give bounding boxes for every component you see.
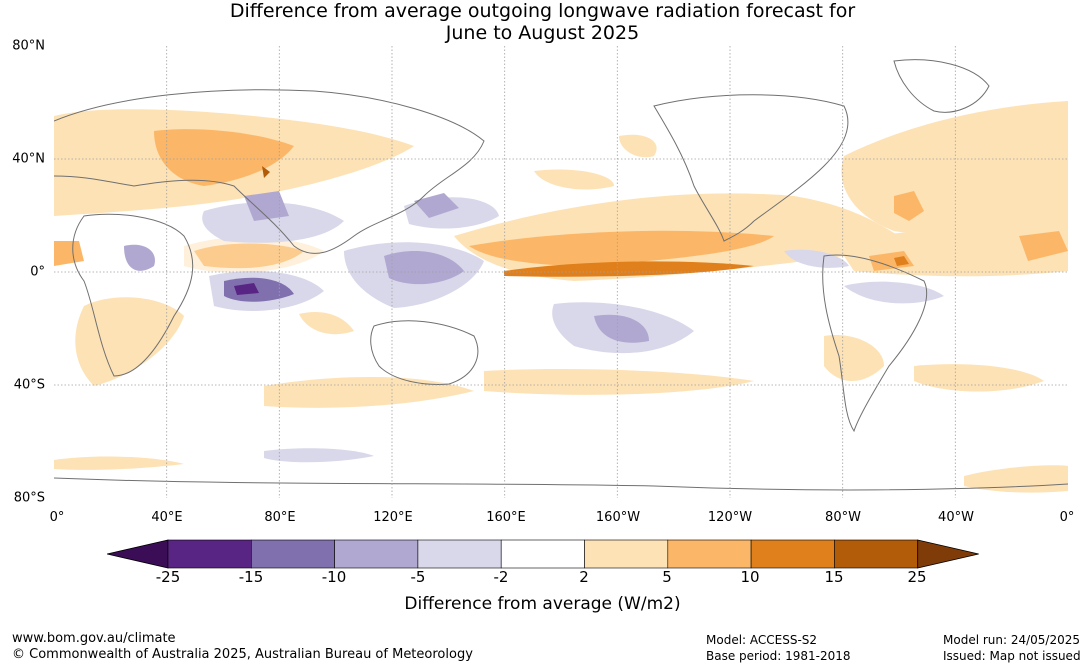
map-title: Difference from average outgoing longwav… xyxy=(0,0,1085,44)
copyright-text: © Commonwealth of Australia 2025, Austra… xyxy=(12,647,473,662)
map-graphic xyxy=(54,46,1068,498)
lat-label: 0° xyxy=(30,264,45,280)
colorbar-tick-label: -2 xyxy=(493,568,509,586)
lat-label: 40°S xyxy=(13,377,45,393)
colorbar-tick-label: 25 xyxy=(907,568,927,586)
colorbar-label: Difference from average (W/m2) xyxy=(404,594,681,614)
lon-label: 80°W xyxy=(825,510,861,525)
africa-coast xyxy=(72,213,194,377)
colorbar-segment xyxy=(500,539,585,569)
model-name: Model: ACCESS-S2 xyxy=(706,633,818,647)
lat-label: 40°N xyxy=(12,151,45,167)
colorbar-tick-label: 2 xyxy=(579,568,589,586)
colorbar-segment xyxy=(584,539,669,569)
colorbar-extend-low xyxy=(107,539,169,569)
antarctica-coast xyxy=(54,477,1068,491)
colorbar-segment xyxy=(834,539,919,569)
colorbar-tick-label: -25 xyxy=(155,568,181,586)
greenland-coast xyxy=(893,59,990,113)
colorbar-segment xyxy=(334,539,419,569)
base-period: Base period: 1981-2018 xyxy=(706,649,851,663)
model-run-date: Model run: 24/05/2025 xyxy=(943,633,1081,647)
lon-label: 0° xyxy=(49,510,65,525)
colorbar-tick-label: 15 xyxy=(824,568,844,586)
lon-label: 160°E xyxy=(486,510,526,525)
colorbar-tick-label: -5 xyxy=(410,568,426,586)
lon-label: 160°W xyxy=(595,510,641,525)
issued-status: Issued: Map not issued xyxy=(943,649,1081,663)
colorbar-tick-label: 10 xyxy=(740,568,760,586)
south-america-coast xyxy=(822,254,928,433)
colorbar-segment xyxy=(750,539,835,569)
lon-label: 80°E xyxy=(264,510,296,525)
coastlines xyxy=(54,59,1068,491)
lon-label: 120°W xyxy=(707,510,753,525)
colorbar-tick-label: 5 xyxy=(662,568,672,586)
lon-label: 40°W xyxy=(938,510,974,525)
north-america-coast xyxy=(653,94,849,242)
colorbar-segment xyxy=(251,539,335,569)
colorbar xyxy=(107,539,979,569)
lon-label: 0° xyxy=(1059,510,1075,525)
colorbar-segment xyxy=(667,539,752,569)
title-line-1: Difference from average outgoing longwav… xyxy=(229,0,856,22)
map-panel xyxy=(54,46,1068,498)
australia-coast xyxy=(370,320,479,385)
colorbar-extend-high xyxy=(917,539,979,569)
colorbar-segment xyxy=(417,539,502,569)
lat-label: 80°N xyxy=(12,38,45,54)
lat-label: 80°S xyxy=(13,490,45,506)
colorbar-tick-label: -10 xyxy=(321,568,347,586)
colorbar-segment xyxy=(167,539,252,569)
lon-label: 40°E xyxy=(151,510,183,525)
website-link[interactable]: www.bom.gov.au/climate xyxy=(12,631,176,646)
colorbar-tick-label: -15 xyxy=(238,568,264,586)
graticule xyxy=(54,46,1068,498)
negative-anomaly-field xyxy=(124,191,944,463)
title-line-2: June to August 2025 xyxy=(445,22,640,44)
lon-label: 120°E xyxy=(373,510,413,525)
eurasia-coast xyxy=(54,89,485,254)
